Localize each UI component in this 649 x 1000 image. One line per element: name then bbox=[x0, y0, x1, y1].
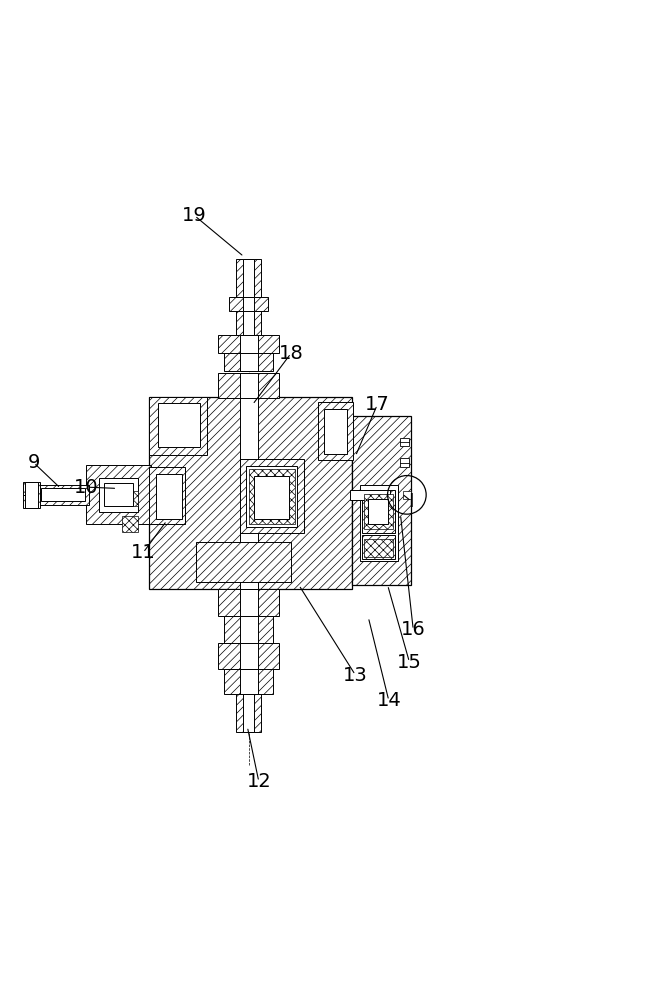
Bar bbox=[368, 499, 387, 524]
Bar bbox=[123, 516, 138, 532]
Bar bbox=[217, 589, 280, 616]
Bar bbox=[224, 669, 273, 694]
Bar bbox=[362, 535, 395, 559]
Bar bbox=[99, 478, 138, 512]
Bar bbox=[156, 474, 182, 519]
Bar bbox=[246, 466, 297, 527]
Bar bbox=[239, 335, 258, 353]
Bar bbox=[400, 438, 410, 446]
Bar bbox=[236, 259, 262, 297]
Bar bbox=[239, 353, 258, 371]
Bar bbox=[86, 465, 151, 524]
Bar bbox=[364, 494, 393, 529]
Bar bbox=[249, 469, 295, 524]
Text: 16: 16 bbox=[401, 620, 426, 639]
Bar bbox=[362, 490, 395, 533]
Bar bbox=[217, 643, 280, 669]
Text: 19: 19 bbox=[182, 206, 207, 225]
Bar bbox=[239, 397, 258, 589]
Bar bbox=[123, 491, 138, 506]
Text: 18: 18 bbox=[278, 344, 304, 363]
Text: 13: 13 bbox=[343, 666, 368, 685]
Bar bbox=[360, 485, 398, 561]
Bar bbox=[224, 353, 273, 371]
Bar bbox=[196, 542, 291, 582]
Text: 10: 10 bbox=[74, 478, 99, 497]
Bar bbox=[217, 335, 280, 353]
Text: 17: 17 bbox=[365, 395, 389, 414]
Bar bbox=[236, 694, 262, 732]
Bar bbox=[254, 476, 289, 519]
Bar bbox=[149, 397, 208, 455]
Bar bbox=[149, 467, 185, 524]
Bar bbox=[239, 616, 258, 643]
Bar bbox=[23, 482, 40, 508]
Bar bbox=[224, 616, 273, 643]
Bar bbox=[217, 373, 280, 398]
Bar bbox=[324, 409, 347, 454]
Bar bbox=[239, 459, 304, 533]
Bar bbox=[42, 488, 85, 501]
Bar bbox=[364, 539, 393, 557]
Text: 11: 11 bbox=[130, 543, 155, 562]
Bar bbox=[158, 403, 201, 447]
Bar bbox=[239, 669, 258, 694]
Bar bbox=[243, 311, 254, 335]
Bar bbox=[243, 259, 254, 297]
Bar bbox=[403, 491, 411, 499]
Bar bbox=[104, 483, 133, 506]
Bar bbox=[236, 311, 262, 335]
Bar bbox=[149, 397, 352, 589]
Text: 14: 14 bbox=[376, 691, 401, 710]
Bar bbox=[352, 416, 411, 585]
Text: I: I bbox=[409, 492, 414, 511]
Bar bbox=[318, 402, 354, 460]
Bar bbox=[239, 589, 258, 616]
Bar bbox=[239, 373, 258, 398]
Bar bbox=[239, 643, 258, 669]
Bar bbox=[25, 482, 38, 508]
Bar bbox=[243, 694, 254, 732]
Bar bbox=[350, 490, 390, 500]
Text: 9: 9 bbox=[27, 453, 40, 472]
Text: 15: 15 bbox=[397, 653, 422, 672]
Text: 12: 12 bbox=[247, 772, 271, 791]
Bar bbox=[229, 297, 268, 311]
Bar bbox=[243, 297, 254, 311]
Bar bbox=[400, 458, 410, 467]
Bar bbox=[36, 485, 89, 505]
